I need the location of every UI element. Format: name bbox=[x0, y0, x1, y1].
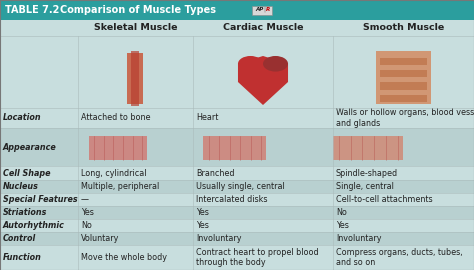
Ellipse shape bbox=[263, 56, 288, 72]
Bar bbox=[0, 232, 474, 245]
Text: Autorhythmic: Autorhythmic bbox=[3, 221, 65, 230]
Text: Spindle-shaped: Spindle-shaped bbox=[336, 168, 398, 177]
Text: Intercalated disks: Intercalated disks bbox=[196, 195, 267, 204]
Text: Yes: Yes bbox=[336, 221, 349, 230]
Text: No: No bbox=[81, 221, 92, 230]
Text: Skeletal Muscle: Skeletal Muscle bbox=[94, 23, 177, 32]
Text: No: No bbox=[336, 208, 347, 217]
Bar bbox=[0, 180, 474, 193]
Bar bbox=[0, 36, 474, 108]
Bar bbox=[0, 20, 474, 36]
Bar bbox=[203, 136, 266, 160]
Bar bbox=[131, 51, 139, 106]
Text: Comparison of Muscle Types: Comparison of Muscle Types bbox=[60, 5, 216, 15]
Bar bbox=[376, 51, 431, 104]
Text: Function: Function bbox=[3, 253, 42, 262]
Bar bbox=[380, 70, 427, 77]
Text: Heart: Heart bbox=[196, 113, 219, 123]
Text: Yes: Yes bbox=[196, 221, 209, 230]
Text: Yes: Yes bbox=[196, 208, 209, 217]
Text: Yes: Yes bbox=[81, 208, 94, 217]
Text: Appearance: Appearance bbox=[3, 143, 57, 151]
Text: Contract heart to propel blood
through the body: Contract heart to propel blood through t… bbox=[196, 248, 319, 267]
Bar bbox=[380, 82, 427, 90]
Text: Single, central: Single, central bbox=[336, 182, 394, 191]
Bar bbox=[0, 128, 474, 166]
Bar bbox=[380, 58, 427, 65]
Ellipse shape bbox=[238, 56, 263, 72]
Text: R: R bbox=[266, 7, 270, 12]
Text: Smooth Muscle: Smooth Muscle bbox=[363, 23, 444, 32]
Text: Branched: Branched bbox=[196, 168, 235, 177]
Text: TABLE 7.2: TABLE 7.2 bbox=[5, 5, 59, 15]
Text: Involuntary: Involuntary bbox=[196, 234, 241, 243]
Bar bbox=[380, 94, 427, 102]
Text: Attached to bone: Attached to bone bbox=[81, 113, 151, 123]
Bar bbox=[252, 5, 272, 15]
Bar bbox=[0, 245, 474, 270]
Text: Control: Control bbox=[3, 234, 36, 243]
Bar bbox=[0, 206, 474, 219]
Text: Walls or hollow organs, blood vessels,
and glands: Walls or hollow organs, blood vessels, a… bbox=[336, 108, 474, 128]
Text: Multiple, peripheral: Multiple, peripheral bbox=[81, 182, 159, 191]
Text: Move the whole body: Move the whole body bbox=[81, 253, 167, 262]
Text: |: | bbox=[263, 7, 265, 12]
Text: Special Features: Special Features bbox=[3, 195, 78, 204]
Bar bbox=[128, 53, 144, 104]
Text: Usually single, central: Usually single, central bbox=[196, 182, 285, 191]
Text: Striations: Striations bbox=[3, 208, 47, 217]
Text: —: — bbox=[81, 195, 89, 204]
Text: Compress organs, ducts, tubes,
and so on: Compress organs, ducts, tubes, and so on bbox=[336, 248, 463, 267]
Bar bbox=[0, 108, 474, 128]
Bar bbox=[0, 219, 474, 232]
Text: Location: Location bbox=[3, 113, 42, 123]
Bar bbox=[333, 136, 403, 160]
Bar bbox=[0, 193, 474, 206]
Text: Involuntary: Involuntary bbox=[336, 234, 382, 243]
Bar bbox=[90, 136, 147, 160]
Text: Nucleus: Nucleus bbox=[3, 182, 39, 191]
Text: Cell Shape: Cell Shape bbox=[3, 168, 51, 177]
Text: Voluntary: Voluntary bbox=[81, 234, 119, 243]
Bar bbox=[0, 166, 474, 180]
Text: Long, cylindrical: Long, cylindrical bbox=[81, 168, 146, 177]
Polygon shape bbox=[238, 56, 288, 105]
Text: Cell-to-cell attachments: Cell-to-cell attachments bbox=[336, 195, 433, 204]
Text: AP: AP bbox=[255, 7, 263, 12]
Bar bbox=[0, 0, 474, 20]
Text: Cardiac Muscle: Cardiac Muscle bbox=[223, 23, 303, 32]
